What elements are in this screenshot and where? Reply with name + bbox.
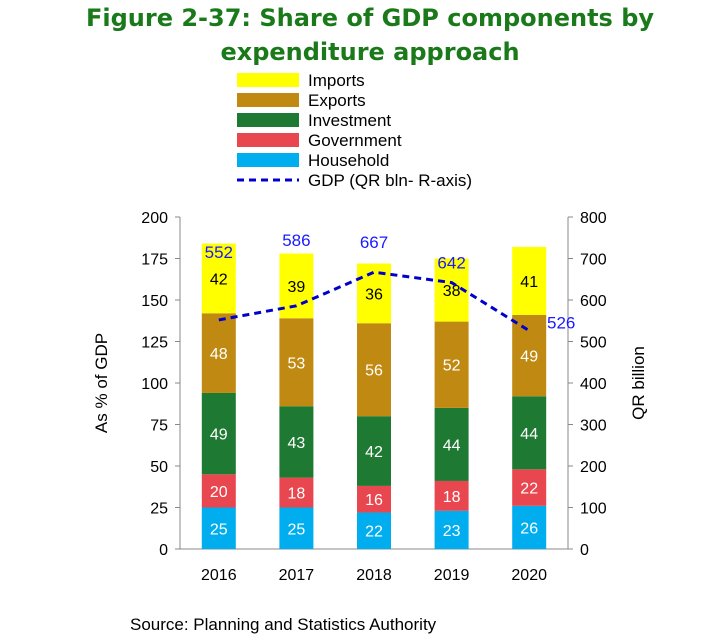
bar-segment-household xyxy=(512,505,547,549)
bar-value-label: 52 xyxy=(443,358,461,375)
right-tick-label: 200 xyxy=(580,459,607,476)
bar-value-label: 53 xyxy=(288,355,306,372)
x-tick-label: 2018 xyxy=(356,567,392,584)
right-tick-label: 700 xyxy=(580,252,607,269)
bar-segment-exports xyxy=(512,314,547,397)
bar-value-label: 38 xyxy=(443,283,461,300)
bar-segment-investment xyxy=(279,406,314,478)
legend-swatch-imports xyxy=(237,73,299,87)
bar-value-label: 18 xyxy=(288,486,306,503)
legend-swatch-household xyxy=(237,153,299,167)
bar-value-label: 39 xyxy=(288,279,306,296)
bar-value-label: 56 xyxy=(365,363,383,380)
legend-swatch-exports xyxy=(237,93,299,107)
legend-swatch-investment xyxy=(237,113,299,127)
bar-segment-exports xyxy=(434,321,469,408)
left-tick-label: 125 xyxy=(141,335,168,352)
x-tick-label: 2020 xyxy=(511,567,547,584)
gdp-value-label: 526 xyxy=(547,314,575,333)
bar-segment-investment xyxy=(434,407,469,481)
bar-segment-exports xyxy=(201,313,236,393)
bar-segment-exports xyxy=(357,323,391,417)
bar-segment-government xyxy=(279,477,314,508)
bar-value-label: 22 xyxy=(365,524,383,541)
right-tick-label: 600 xyxy=(580,293,607,310)
left-tick-label: 100 xyxy=(141,376,168,393)
right-tick-label: 500 xyxy=(580,335,607,352)
bar-value-label: 25 xyxy=(288,521,306,538)
gdp-value-label: 667 xyxy=(360,233,388,252)
bar-segment-investment xyxy=(512,396,547,470)
left-tick-label: 200 xyxy=(141,210,168,227)
left-tick-label: 25 xyxy=(150,501,168,518)
legend-label: GDP (QR bln- R-axis) xyxy=(308,171,472,190)
bar-value-label: 42 xyxy=(365,444,383,461)
bar-value-label: 41 xyxy=(520,274,538,291)
gdp-line xyxy=(218,270,530,332)
bar-segment-household xyxy=(201,507,236,549)
bar-value-label: 49 xyxy=(520,349,538,366)
legend-label: Imports xyxy=(308,71,365,90)
bar-segment-household xyxy=(279,507,314,549)
chart-title-line2: expenditure approach xyxy=(220,38,519,66)
right-tick-label: 100 xyxy=(580,501,607,518)
right-tick-label: 0 xyxy=(580,542,589,559)
x-tick-label: 2019 xyxy=(434,567,470,584)
right-tick-label: 400 xyxy=(580,376,607,393)
legend-label: Government xyxy=(308,131,402,150)
bar-value-label: 25 xyxy=(210,521,228,538)
right-tick-label: 300 xyxy=(580,418,607,435)
right-tick-label: 800 xyxy=(580,210,607,227)
left-tick-label: 50 xyxy=(150,459,168,476)
y-axis-title: As % of GDP xyxy=(92,333,111,433)
gdp-value-label: 642 xyxy=(437,254,465,273)
x-tick-label: 2016 xyxy=(201,567,237,584)
bar-segment-exports xyxy=(279,318,314,407)
left-tick-label: 175 xyxy=(141,252,168,269)
gdp-value-label: 586 xyxy=(282,231,310,250)
bar-segment-government xyxy=(201,474,236,508)
x-tick-label: 2017 xyxy=(279,567,315,584)
bar-value-label: 44 xyxy=(443,437,461,454)
legend-label: Household xyxy=(308,151,389,170)
bar-value-label: 22 xyxy=(520,481,538,498)
axes: 0 25 50 75 100 125 150 175 200 0 100 200 300 400 500 60… xyxy=(92,210,648,584)
bar-value-label: 16 xyxy=(365,492,383,509)
bar-value-label: 18 xyxy=(443,489,461,506)
bar-value-label: 20 xyxy=(210,484,228,501)
bar-segment-imports xyxy=(279,253,314,319)
y2-axis-title: QR billion xyxy=(629,346,648,420)
legend-swatch-government xyxy=(237,133,299,147)
legend: ImportsExportsInvestmentGovernmentHouseh… xyxy=(237,71,472,190)
left-tick-label: 75 xyxy=(150,418,168,435)
left-tick-label: 150 xyxy=(141,293,168,310)
chart-title-line1: Figure 2-37: Share of GDP components by xyxy=(86,4,654,32)
legend-label: Exports xyxy=(308,91,366,110)
bar-value-label: 44 xyxy=(520,426,538,443)
bar-segment-imports xyxy=(512,246,547,315)
bar-value-label: 36 xyxy=(365,286,383,303)
left-tick-label: 0 xyxy=(159,542,168,559)
gdp-line-group: 552 586 667 642 526 xyxy=(205,231,576,333)
bar-segment-household xyxy=(357,512,391,549)
bar-value-label: 26 xyxy=(520,520,538,537)
bar-segment-government xyxy=(434,480,469,511)
gdp-value-label: 552 xyxy=(205,243,233,262)
bar-segment-government xyxy=(512,469,547,506)
source-note: Source: Planning and Statistics Authorit… xyxy=(130,615,437,634)
bar-segment-imports xyxy=(201,243,236,314)
bar-segment-household xyxy=(434,510,469,549)
bars: 25 20 49 48 42 25 18 43 53 39 22 16 42 56 36 23 18 44 52 38… xyxy=(201,243,547,549)
bar-value-label: 23 xyxy=(443,523,461,540)
legend-label: Investment xyxy=(308,111,391,130)
bar-value-label: 49 xyxy=(210,427,228,444)
bar-value-label: 42 xyxy=(210,271,228,288)
bar-segment-investment xyxy=(357,416,391,486)
bar-value-label: 48 xyxy=(210,346,228,363)
bar-segment-investment xyxy=(201,392,236,475)
bar-value-label: 43 xyxy=(288,435,306,452)
bar-segment-government xyxy=(357,485,391,513)
